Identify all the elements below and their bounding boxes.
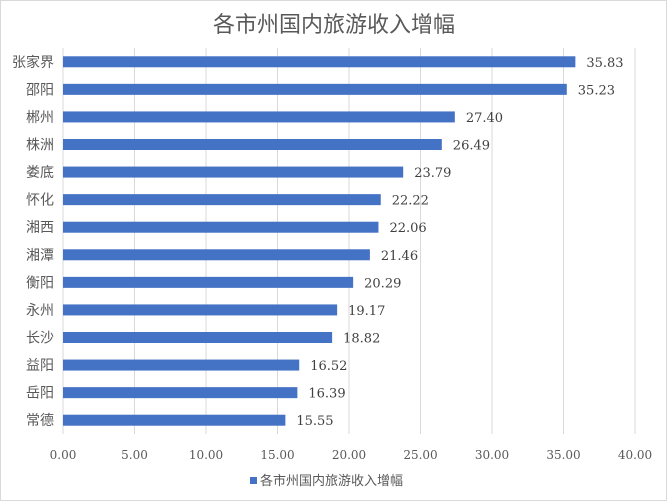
data-label: 22.22	[392, 194, 429, 209]
bars	[63, 56, 576, 426]
bar	[63, 249, 370, 261]
data-label: 23.79	[414, 166, 451, 181]
x-tick-label: 10.00	[189, 448, 223, 462]
category-label: 益阳	[26, 358, 54, 374]
bar	[63, 111, 455, 123]
category-label: 湘西	[26, 220, 54, 236]
category-label: 娄底	[26, 165, 54, 181]
bar	[63, 221, 379, 233]
x-tick-label: 5.00	[121, 448, 148, 462]
data-label: 21.46	[381, 249, 418, 264]
category-label: 邵阳	[26, 82, 54, 98]
data-label: 16.39	[308, 387, 345, 402]
category-label: 永州	[26, 303, 54, 319]
bar	[63, 56, 576, 68]
bar	[63, 139, 442, 150]
bar	[63, 304, 338, 316]
data-label: 26.49	[453, 139, 490, 154]
bar	[63, 359, 300, 371]
legend-swatch	[250, 477, 257, 484]
category-label: 郴州	[26, 110, 54, 126]
bar	[63, 387, 298, 399]
gridlines	[62, 48, 636, 434]
x-tick-label: 25.00	[403, 448, 437, 462]
data-label: 35.23	[578, 83, 615, 98]
data-label: 19.17	[348, 304, 385, 319]
data-label: 22.06	[389, 221, 426, 236]
x-tick-label: 0.00	[50, 448, 77, 462]
bar	[63, 166, 404, 178]
category-label: 张家界	[12, 54, 54, 71]
bar	[63, 332, 333, 343]
x-tick-label: 30.00	[475, 448, 509, 462]
category-label: 常德	[26, 413, 54, 429]
chart-title: 各市州国内旅游收入增幅	[213, 13, 455, 38]
bar	[63, 276, 354, 288]
x-tick-label: 40.00	[618, 448, 652, 462]
data-label: 20.29	[364, 276, 401, 291]
x-tick-label: 35.00	[546, 448, 580, 462]
category-label: 衡阳	[26, 275, 54, 291]
data-label: 18.82	[343, 332, 380, 347]
bar	[63, 194, 381, 206]
category-label: 岳阳	[26, 386, 54, 402]
category-label: 长沙	[26, 331, 54, 347]
data-label: 16.52	[310, 359, 347, 374]
data-label: 27.40	[466, 111, 503, 126]
category-label: 株洲	[26, 138, 54, 154]
x-tick-labels: 0.00 5.00 10.00 15.00 20.00 25.00 30.00 35.00 40…	[50, 448, 653, 462]
data-label: 15.55	[296, 414, 333, 429]
x-tick-label: 15.00	[260, 448, 294, 462]
category-label: 怀化	[26, 193, 54, 209]
bar	[63, 414, 286, 426]
legend: 各市州国内旅游收入增幅	[250, 473, 403, 489]
category-label: 湘潭	[26, 247, 54, 264]
bar	[63, 83, 567, 95]
data-label: 35.83	[586, 56, 623, 71]
legend-label: 各市州国内旅游收入增幅	[260, 473, 403, 489]
x-tick-label: 20.00	[332, 448, 366, 462]
